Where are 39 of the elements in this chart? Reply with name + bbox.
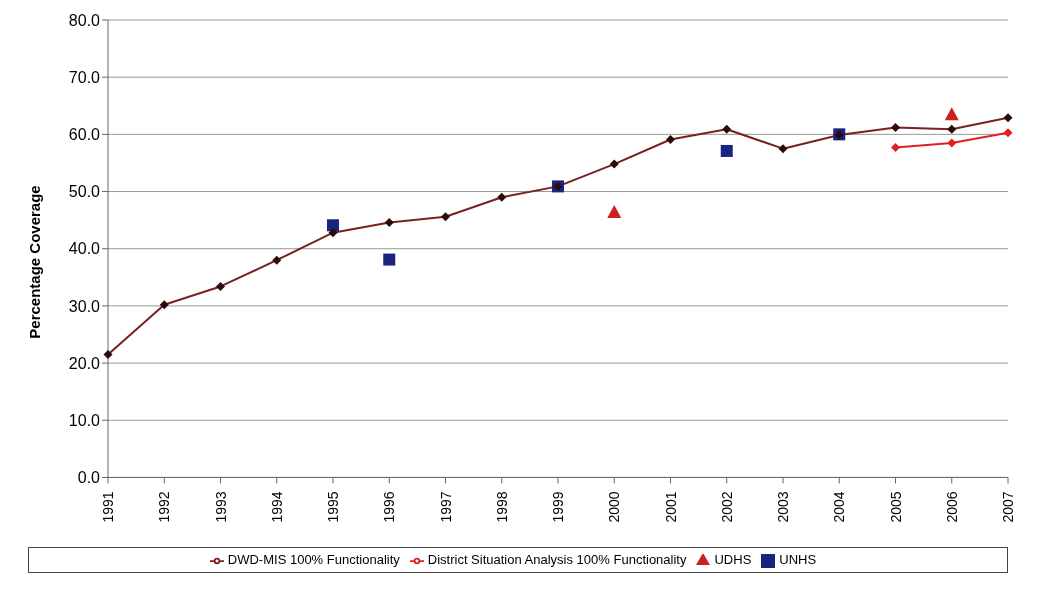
point	[327, 219, 339, 232]
x-tick-label: 1994	[268, 491, 285, 523]
x-tick-label: 1996	[381, 491, 398, 523]
y-tick-label: 10.0	[68, 411, 101, 429]
x-tick-label: 1991	[100, 491, 116, 523]
legend-label: UNHS	[779, 552, 817, 568]
x-tick-label: 2006	[943, 491, 960, 523]
y-tick-label: 40.0	[68, 240, 101, 258]
y-tick-label: 60.0	[68, 126, 101, 144]
x-tick-label: 1993	[212, 491, 229, 523]
x-tick-label: 2001	[662, 491, 679, 523]
y-tick-label: 70.0	[68, 68, 101, 86]
point	[891, 143, 900, 153]
x-tick-label: 1992	[156, 491, 173, 523]
x-tick-label: 1998	[493, 491, 510, 523]
y-tick-label: 20.0	[68, 354, 101, 372]
x-tick-label: 2003	[775, 491, 791, 523]
y-tick-label: 50.0	[68, 183, 101, 201]
y-tick-label: 80.0	[68, 11, 101, 29]
x-tick-label: 2007	[1000, 491, 1016, 523]
y-tick-label: 30.0	[68, 297, 101, 315]
x-tick-label: 1995	[325, 491, 341, 523]
y-tick-label: 0.0	[77, 469, 101, 487]
point	[1003, 128, 1013, 138]
y-axis-title: Percentage Coverage	[26, 185, 44, 339]
x-tick-label: 2002	[718, 491, 735, 523]
legend-label: DWD-MIS 100% Functionality	[227, 552, 400, 568]
x-tick-label: 1997	[437, 491, 454, 523]
legend-label: District Situation Analysis 100% Functionality	[427, 552, 687, 568]
legend-label: UDHS	[714, 552, 752, 568]
point	[947, 138, 957, 148]
x-tick-label: 2000	[606, 491, 623, 523]
x-tick-label: 2004	[831, 491, 848, 523]
point	[720, 144, 733, 157]
point	[383, 253, 396, 266]
point	[944, 107, 959, 121]
point	[607, 205, 622, 219]
x-tick-label: 2005	[887, 491, 904, 523]
x-tick-label: 1999	[550, 491, 566, 523]
